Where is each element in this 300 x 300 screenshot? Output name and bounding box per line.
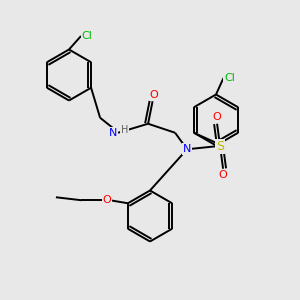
- Text: N: N: [109, 128, 117, 138]
- Text: O: O: [150, 90, 158, 100]
- Text: Cl: Cl: [224, 73, 235, 83]
- Text: O: O: [213, 112, 221, 122]
- Text: N: N: [183, 144, 191, 154]
- Text: O: O: [219, 170, 227, 180]
- Text: S: S: [216, 140, 224, 153]
- Text: Cl: Cl: [82, 31, 92, 41]
- Text: O: O: [103, 195, 111, 205]
- Text: H: H: [121, 125, 128, 135]
